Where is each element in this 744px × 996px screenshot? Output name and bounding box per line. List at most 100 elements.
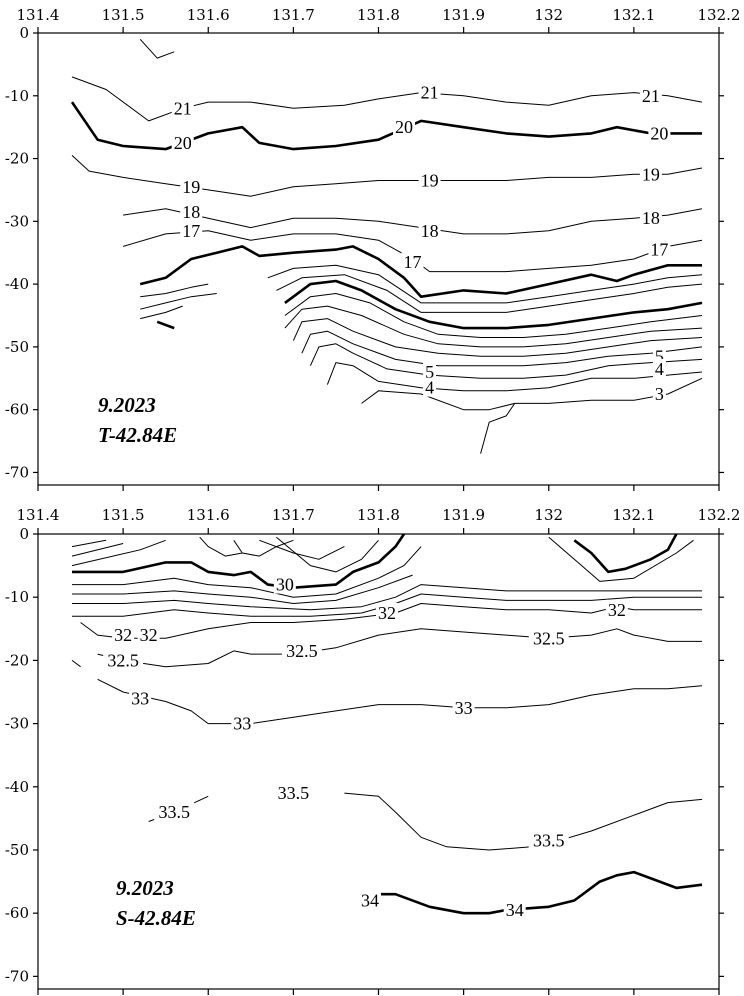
contour-label-bg: [639, 208, 662, 228]
contour-label: 32: [378, 603, 396, 623]
y-tick-label: -10: [5, 87, 29, 105]
x-tick-label: 132.2: [698, 506, 741, 524]
x-tick-label: 131.6: [187, 506, 230, 524]
contour-label-bg: [180, 201, 203, 221]
y-tick-label: -20: [5, 150, 29, 168]
y-tick-label: -40: [5, 778, 29, 796]
contour-label-bg: [376, 602, 399, 622]
contour-line: [233, 539, 294, 557]
contour-label-bg: [652, 358, 666, 378]
contour-label-bg: [418, 220, 441, 240]
contour-label: 33.5: [533, 830, 565, 850]
y-tick-label: -40: [5, 275, 29, 293]
contour-label-bg: [273, 574, 296, 594]
contour-label: 17: [650, 240, 668, 260]
contour-label: 19: [642, 164, 660, 184]
contour-label: 33.5: [278, 783, 310, 803]
y-tick-label: -10: [5, 588, 29, 606]
contour-label: 17: [404, 252, 422, 272]
contour-line: [72, 574, 413, 604]
panel-annotation: S-42.84E: [116, 906, 196, 930]
y-tick-label: -60: [5, 904, 29, 922]
x-tick-label: 132.2: [698, 6, 741, 24]
contour-line: [71, 539, 166, 567]
contour-line: [71, 539, 107, 548]
contour-label: 21: [642, 86, 660, 106]
contour-label: 19: [182, 177, 200, 197]
x-tick-label: 131.7: [272, 506, 315, 524]
x-tick-label: 131.8: [357, 6, 400, 24]
contour-label-bg: [358, 890, 381, 910]
y-tick-label: 0: [19, 24, 29, 42]
contour-line-5: [309, 343, 703, 379]
panel-annotation: T-42.84E: [98, 423, 177, 447]
contour-label: 33: [131, 688, 149, 708]
contour-label: 18: [182, 202, 200, 222]
contour-line: [276, 274, 703, 313]
contour-label: 32: [114, 625, 132, 645]
contour-label-bg: [639, 85, 662, 105]
contour-label: 21: [421, 83, 439, 103]
contour-line: [199, 536, 243, 557]
contour-line: [140, 283, 209, 298]
contour-line: [573, 533, 678, 574]
contour-label-bg: [171, 98, 194, 118]
contour-line: [259, 539, 345, 560]
contour-line: [267, 264, 703, 304]
contour-line-4: [326, 362, 703, 392]
contour-line-20: [70, 101, 702, 151]
y-tick-label: -70: [5, 463, 29, 481]
contour-label-bg: [423, 377, 437, 397]
contour-label-bg: [129, 688, 152, 708]
contour-line: [284, 279, 703, 330]
x-tick-label: 131.6: [187, 6, 230, 24]
contour-line: [140, 293, 217, 310]
contour-label: 32.5: [286, 641, 318, 661]
contour-label-bg: [605, 599, 628, 619]
contour-label-bg: [503, 900, 526, 920]
contour-line-34: [361, 870, 703, 915]
x-tick-label: 131.9: [442, 506, 485, 524]
contour-label-bg: [528, 830, 569, 850]
x-tick-label: 131.7: [272, 6, 315, 24]
contour-line: [72, 593, 702, 617]
x-tick-label: 132: [534, 506, 563, 524]
contour-label-bg: [528, 628, 569, 648]
contour-line: [140, 305, 183, 320]
contour-label: 34: [361, 891, 379, 911]
contour-line: [139, 38, 175, 59]
contour-line: [139, 245, 702, 298]
contour-label: 3: [655, 384, 664, 404]
contour-label-bg: [418, 170, 441, 190]
x-tick-label: 132: [534, 6, 563, 24]
contour-line-3: [361, 377, 703, 411]
contour-label: 17: [182, 221, 200, 241]
y-tick-label: -20: [5, 651, 29, 669]
contour-label: 34: [506, 900, 524, 920]
contour-label-bg: [648, 123, 671, 143]
contour-label-bg: [103, 650, 144, 670]
contour-label: 32.5: [533, 628, 565, 648]
contour-label-bg: [652, 383, 666, 403]
contour-label-bg: [648, 239, 671, 259]
salinity-panel: 131.4 131.5 131.6 131.7 131.8 131.9 132 132.1 13…: [5, 506, 741, 995]
contour-label: 4: [425, 378, 434, 398]
contour-label-bg: [452, 697, 475, 717]
contour-label: 5: [655, 346, 664, 366]
y-tick-label: -30: [5, 715, 29, 733]
contour-line-32_5: [97, 628, 702, 668]
contour-label: 21: [174, 98, 192, 118]
contour-label: 19: [421, 171, 439, 191]
contour-label-bg: [154, 802, 195, 822]
contour-line: [71, 543, 124, 557]
contour-line: [292, 318, 703, 357]
temperature-panel: 131.4 131.5 131.6 131.7 131.8 131.9 132 132.1 13…: [5, 6, 741, 491]
y-tick-label: -60: [5, 401, 29, 419]
contour-label: 30: [276, 575, 294, 595]
contour-label: 5: [425, 362, 434, 382]
panel-annotation: 9.2023: [116, 876, 174, 900]
contour-label-bg: [112, 625, 135, 645]
contour-label-bg: [418, 82, 441, 102]
contour-label: 33: [233, 714, 251, 734]
